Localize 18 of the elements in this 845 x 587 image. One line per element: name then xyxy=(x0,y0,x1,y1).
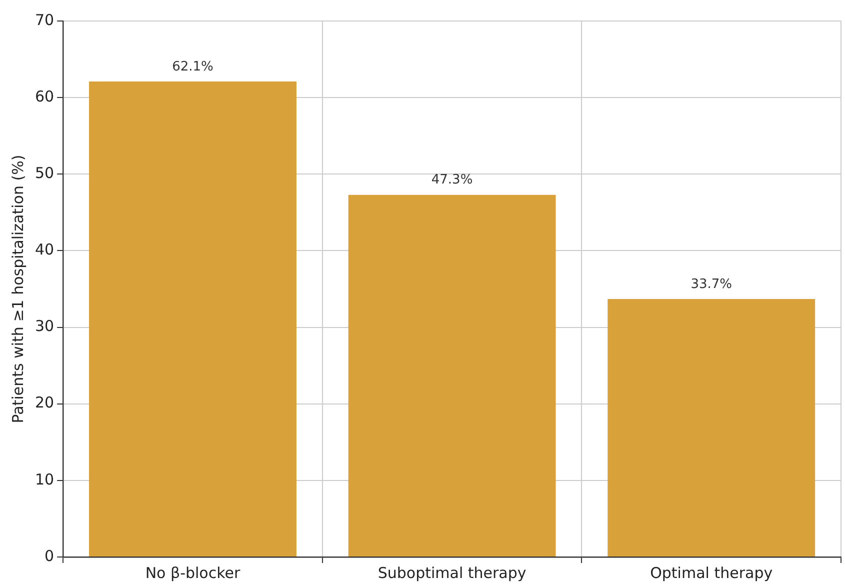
data-label: 47.3% xyxy=(431,172,473,188)
x-tick-label: Optimal therapy xyxy=(650,564,773,582)
y-tick-label: 70 xyxy=(34,10,54,29)
bar xyxy=(89,81,296,556)
x-tick-label: No β-blocker xyxy=(145,564,241,582)
x-tick-label: Suboptimal therapy xyxy=(378,564,526,582)
y-tick-label: 60 xyxy=(34,87,54,106)
data-label: 62.1% xyxy=(172,59,214,74)
y-tick-label: 10 xyxy=(34,470,54,488)
y-tick-label: 30 xyxy=(34,317,54,336)
y-tick-label: 0 xyxy=(44,546,54,565)
bar xyxy=(608,298,816,556)
y-tick-label: 20 xyxy=(34,394,54,412)
y-tick-label: 50 xyxy=(34,164,54,182)
y-axis-title: Patients with ≥1 hospitalization (%) xyxy=(8,154,27,424)
data-label: 33.7% xyxy=(690,276,732,292)
y-tick-label: 40 xyxy=(34,240,54,259)
bar xyxy=(348,194,556,556)
